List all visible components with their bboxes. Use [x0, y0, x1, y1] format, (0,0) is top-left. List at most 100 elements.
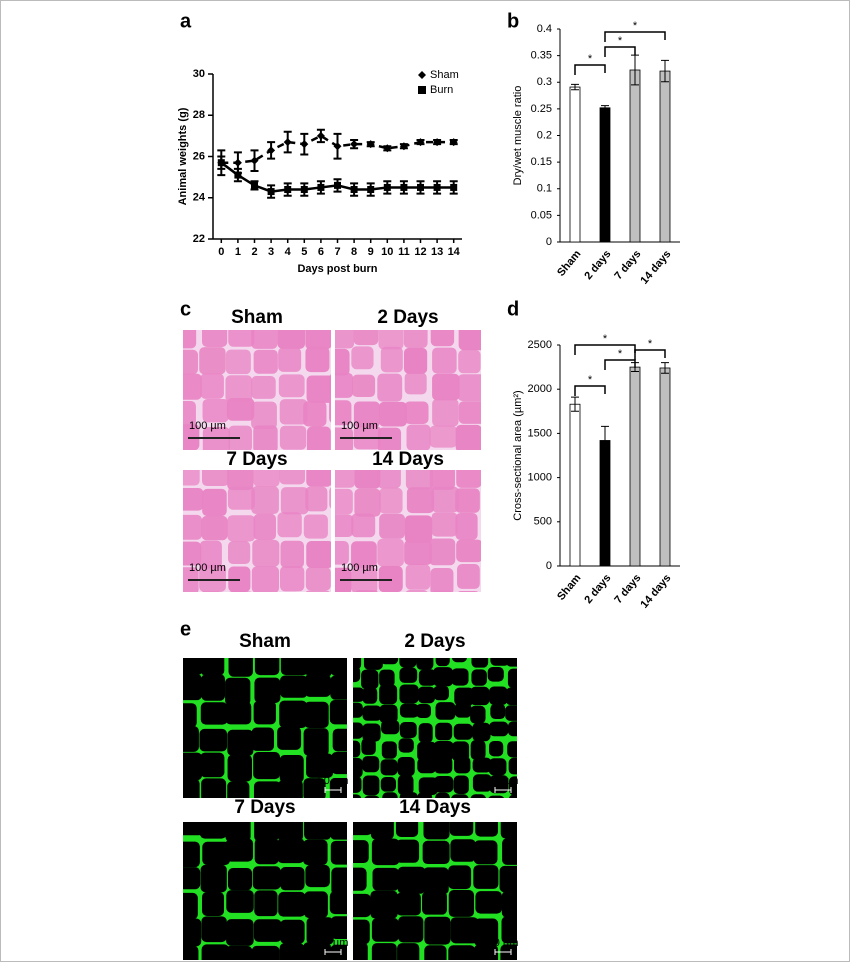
point [350, 140, 359, 149]
cell [201, 591, 220, 592]
cell [397, 943, 420, 960]
micrograph [353, 822, 517, 960]
cell [183, 841, 200, 868]
cell [354, 470, 381, 489]
y-tick-label: 22 [193, 233, 205, 245]
cell [395, 822, 419, 837]
cell [201, 944, 230, 960]
y-tick-label: 0.4 [537, 23, 552, 35]
annotation: * [603, 333, 608, 345]
cell [306, 917, 334, 945]
x-axis-label: Days post burn [297, 263, 377, 275]
cell [449, 822, 474, 836]
y-tick-label: 30 [193, 68, 205, 80]
point [450, 183, 458, 191]
cell [280, 919, 305, 944]
bar [659, 367, 671, 567]
cell [452, 741, 470, 762]
x-tick-label: 0 [218, 246, 224, 258]
cell [305, 590, 330, 592]
y-axis-label: Animal weights (g) [177, 107, 189, 205]
cell [355, 590, 378, 592]
tile-title: 14 Days [372, 449, 444, 470]
cell [405, 470, 434, 490]
cell [380, 777, 397, 792]
point [300, 186, 308, 193]
cell [448, 865, 472, 890]
cell [417, 686, 435, 704]
cell [361, 669, 379, 690]
cell [404, 540, 433, 565]
cell [404, 515, 433, 544]
cell [228, 658, 253, 677]
cell [399, 684, 419, 704]
cell [183, 674, 202, 701]
cell [306, 470, 331, 487]
cell [252, 539, 280, 567]
significance-bracket [634, 349, 666, 360]
cell [306, 375, 331, 403]
cell [200, 658, 225, 676]
cell [183, 945, 199, 960]
cell [418, 723, 433, 743]
bar [629, 69, 641, 243]
y-tick-label: 0.1 [537, 183, 552, 195]
cell [251, 727, 275, 751]
cell [201, 674, 226, 701]
cell [305, 864, 330, 888]
cell [378, 401, 407, 427]
cell [353, 942, 368, 960]
cell [226, 398, 255, 421]
cell [199, 822, 227, 839]
bar [599, 107, 611, 243]
scale-label: 50 µm [318, 937, 349, 949]
cell [433, 740, 454, 761]
bar [599, 440, 611, 567]
cell [380, 346, 403, 373]
cell [487, 666, 504, 682]
scale-label: 50 µm [318, 775, 349, 787]
cell [456, 470, 481, 488]
cell [200, 373, 224, 399]
point [234, 171, 242, 179]
cell [335, 372, 354, 398]
cell [362, 705, 382, 721]
legend-marker [418, 86, 426, 94]
x-tick-label: 13 [431, 246, 443, 258]
cell [226, 890, 254, 913]
cell [251, 375, 276, 399]
cell [183, 541, 202, 566]
cell [351, 346, 374, 370]
cell [430, 330, 455, 347]
cell [435, 792, 450, 798]
cell [403, 347, 428, 374]
point [267, 188, 275, 196]
cell [451, 658, 468, 663]
panel-label: d [507, 298, 519, 320]
point [283, 138, 292, 147]
cell [501, 916, 517, 944]
cell [225, 945, 253, 960]
cell [507, 721, 517, 737]
cell [183, 470, 200, 486]
cell [183, 752, 203, 781]
cell [381, 741, 397, 759]
cell [303, 728, 329, 756]
x-tick-label: 1 [235, 246, 241, 258]
cell [304, 674, 331, 697]
scale-label: 100 µm [189, 420, 226, 432]
cell [277, 838, 305, 864]
annotation: * [618, 35, 623, 47]
y-tick-label: 0.25 [531, 103, 552, 115]
scale-label: 50 µm [488, 775, 519, 787]
cell [183, 703, 197, 728]
cell [435, 658, 450, 667]
cell [431, 486, 460, 513]
annotation: * [588, 53, 593, 65]
cell [254, 658, 280, 676]
cell [303, 401, 327, 427]
bar [569, 86, 581, 243]
cell [473, 840, 498, 865]
cell [183, 726, 199, 752]
